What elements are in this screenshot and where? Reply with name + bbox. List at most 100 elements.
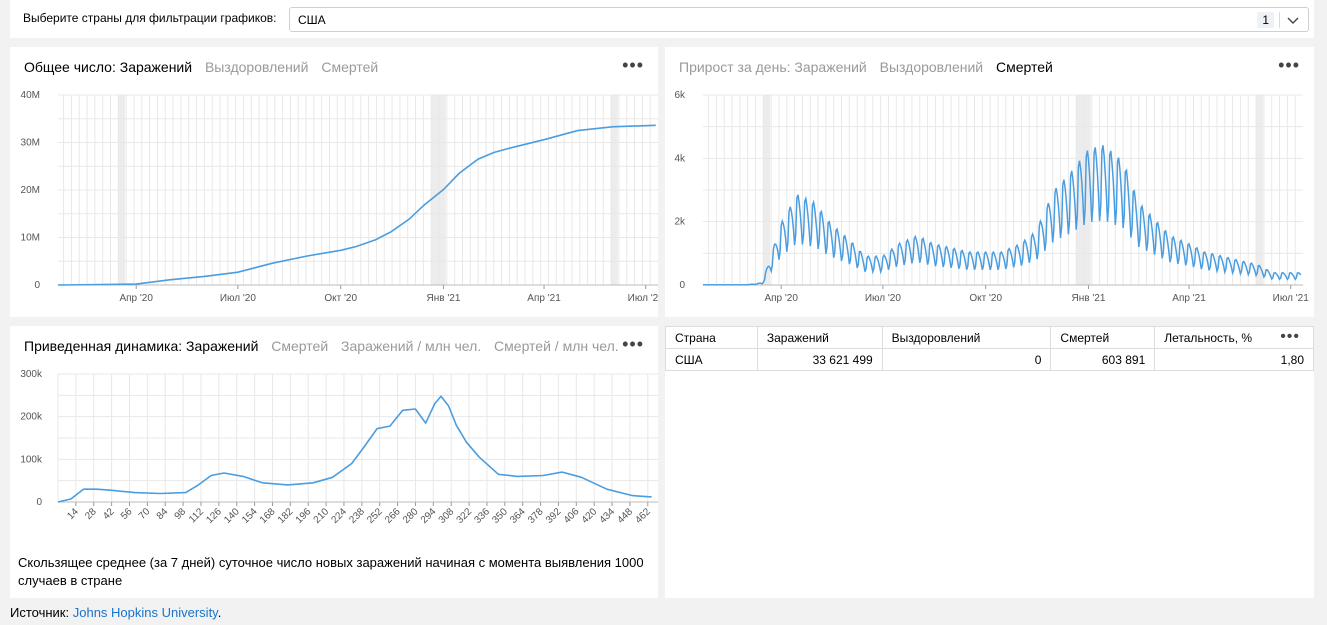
cell-recovered: 0 <box>881 348 1052 371</box>
country-filter-bar: Выберите страны для фильтрации графиков:… <box>10 0 1314 38</box>
x-tick-label: 112 <box>187 506 206 525</box>
more-options-icon[interactable]: ••• <box>622 55 644 75</box>
x-tick-label: 168 <box>258 506 278 526</box>
tab-norm-infections[interactable]: Приведенная динамика: Заражений <box>24 338 259 354</box>
col-infections[interactable]: Заражений <box>756 326 883 349</box>
x-tick-label: 238 <box>347 506 367 526</box>
table-row[interactable]: США 33 621 499 0 603 891 1,80 <box>665 348 1314 371</box>
tab-infections[interactable]: Общее число: Заражений <box>24 59 193 75</box>
y-tick-label: 30M <box>21 138 40 149</box>
x-tick-label: Июл '20 <box>865 293 902 304</box>
x-tick-label: 14 <box>65 506 81 522</box>
y-tick-label: 2k <box>674 217 686 228</box>
x-tick-label: Янв '21 <box>427 293 461 304</box>
col-recovered[interactable]: Выздоровлений <box>881 326 1052 349</box>
tab-daily-recovered[interactable]: Выздоровлений <box>879 59 984 75</box>
chevron-down-icon[interactable] <box>1287 15 1299 25</box>
series-line-infections <box>57 124 656 286</box>
x-tick-label: 448 <box>615 506 635 526</box>
col-country[interactable]: Страна <box>665 326 758 349</box>
tab-recovered[interactable]: Выздоровлений <box>204 59 309 75</box>
country-stats-table: Страна Заражений Выздоровлений Смертей Л… <box>665 326 1314 371</box>
y-tick-label: 20M <box>21 185 40 196</box>
y-tick-label: 200k <box>20 412 43 423</box>
x-tick-label: Июл '21 <box>1273 293 1310 304</box>
x-tick-label: 154 <box>240 506 260 526</box>
daily-line-chart: 0 2k 4k 6k Апр '20 Июл '20 Окт '20 Янв '21 Апр '… <box>674 90 1310 304</box>
x-tick-label: 406 <box>562 506 582 526</box>
x-tick-label: Июл '21 <box>628 293 658 304</box>
x-tick-label: Янв '21 <box>1072 293 1106 304</box>
tab-deaths[interactable]: Смертей <box>321 59 379 75</box>
x-tick-label: 294 <box>419 506 439 526</box>
x-tick-label: 210 <box>312 506 332 526</box>
normalized-tabs: Приведенная динамика: Заражений Смертей … <box>24 338 628 354</box>
x-tick-label: 350 <box>490 506 510 526</box>
x-tick-label: 434 <box>598 506 618 526</box>
y-tick-label: 300k <box>20 369 43 380</box>
y-tick-label: 0 <box>679 280 685 291</box>
x-tick-label: 378 <box>526 506 546 526</box>
x-tick-label: 224 <box>330 506 350 526</box>
x-tick-label: 140 <box>222 506 242 526</box>
chart-description: Скользящее среднее (за 7 дней) суточное … <box>18 555 644 588</box>
x-tick-label: Апр '21 <box>527 293 561 304</box>
x-tick-label: 42 <box>101 506 117 522</box>
x-tick-label: 462 <box>633 506 653 526</box>
x-tick-label: 322 <box>455 506 475 526</box>
normalized-chart-panel: Приведенная динамика: Заражений Смертей … <box>10 326 658 598</box>
daily-chart-panel: Прирост за день: Заражений Выздоровлений… <box>665 47 1314 317</box>
cell-deaths: 603 891 <box>1050 348 1156 371</box>
more-options-icon[interactable]: ••• <box>1278 55 1300 75</box>
more-options-icon[interactable]: ••• <box>622 334 644 354</box>
y-tick-label: 0 <box>36 497 42 508</box>
x-tick-label: 364 <box>508 506 528 526</box>
y-tick-label: 0 <box>34 280 40 291</box>
series-line-deaths <box>703 145 1302 286</box>
cell-country: США <box>665 348 758 371</box>
x-tick-label: Окт '20 <box>969 293 1002 304</box>
tab-daily-deaths[interactable]: Смертей <box>996 59 1053 75</box>
col-fatality[interactable]: Летальность, % <box>1154 326 1314 349</box>
series-line-normalized <box>57 395 652 503</box>
x-tick-label: 266 <box>383 506 403 526</box>
y-tick-label: 40M <box>21 90 40 101</box>
country-select-value: США <box>298 13 326 27</box>
stats-table-panel: Страна Заражений Выздоровлений Смертей Л… <box>665 326 1314 598</box>
y-tick-label: 4k <box>674 153 686 164</box>
x-tick-label: 336 <box>472 506 492 526</box>
y-tick-label: 6k <box>674 90 686 101</box>
x-tick-label: 84 <box>155 506 171 522</box>
country-select[interactable]: США 1 <box>289 7 1309 32</box>
x-tick-label: Окт '20 <box>324 293 357 304</box>
y-tick-label: 10M <box>21 233 40 244</box>
x-tick-label: 196 <box>294 506 314 526</box>
source-line: Источник: Johns Hopkins University. <box>10 605 221 620</box>
x-tick-label: 28 <box>83 506 99 522</box>
y-tick-label: 100k <box>20 454 43 465</box>
tab-norm-infections-per-million[interactable]: Заражений / млн чел. <box>341 338 482 354</box>
x-tick-label: 308 <box>437 506 457 526</box>
cumulative-line-chart: 0 10M 20M 30M 40M Апр '20 Июл '20 Окт '20 Янв '2… <box>21 90 658 304</box>
x-tick-label: 280 <box>401 506 421 526</box>
x-tick-label: 392 <box>544 506 564 526</box>
x-tick-label: 56 <box>119 506 135 522</box>
selected-count-badge: 1 <box>1257 12 1274 28</box>
x-tick-label: Апр '20 <box>119 293 153 304</box>
tab-daily-infections[interactable]: Прирост за день: Заражений <box>679 59 867 75</box>
source-link[interactable]: Johns Hopkins University <box>72 605 218 620</box>
tab-norm-deaths[interactable]: Смертей <box>271 338 329 354</box>
x-tick-label: 98 <box>173 506 189 522</box>
filter-label: Выберите страны для фильтрации графиков: <box>23 11 277 25</box>
tab-norm-deaths-per-million[interactable]: Смертей / млн чел. <box>494 338 619 354</box>
x-tick-label: Апр '20 <box>764 293 798 304</box>
x-tick-label: 126 <box>204 506 224 526</box>
cumulative-chart-panel: Общее число: Заражений Выздоровлений Сме… <box>10 47 658 317</box>
more-options-icon[interactable]: ••• <box>1280 328 1300 345</box>
cell-fatality: 1,80 <box>1154 348 1314 371</box>
table-header-row: Страна Заражений Выздоровлений Смертей Л… <box>665 326 1314 349</box>
col-deaths[interactable]: Смертей <box>1050 326 1156 349</box>
source-label: Источник: <box>10 605 70 620</box>
cumulative-tabs: Общее число: Заражений Выздоровлений Сме… <box>24 59 387 75</box>
